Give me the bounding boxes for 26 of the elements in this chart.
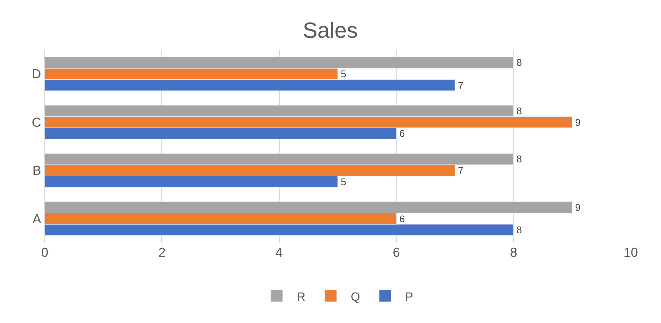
x-tick-label: 8 <box>510 245 518 260</box>
data-label: 6 <box>400 214 406 226</box>
x-tick-label: 4 <box>276 245 284 260</box>
data-label: 8 <box>516 58 522 70</box>
x-tick-label: 2 <box>158 245 166 260</box>
legend-label: R <box>297 290 306 304</box>
data-label: 9 <box>575 203 581 214</box>
chart-title: Sales <box>302 18 358 44</box>
x-tick-label: 10 <box>624 245 638 260</box>
data-label: 7 <box>458 80 464 92</box>
data-label: 5 <box>340 70 347 80</box>
y-tick-label: D <box>32 66 42 82</box>
data-label: 8 <box>516 154 522 166</box>
x-tick-label: 0 <box>41 245 49 260</box>
data-label: 6 <box>400 129 406 140</box>
y-tick-label: C <box>32 114 42 130</box>
data-label: 8 <box>516 106 522 118</box>
data-label: 9 <box>575 118 581 129</box>
legend-label: P <box>405 290 414 304</box>
data-label: 7 <box>458 166 464 177</box>
data-label: 5 <box>340 177 347 188</box>
y-tick-label: B <box>32 163 42 178</box>
legend-label: Q <box>351 290 360 304</box>
x-tick-label: 6 <box>392 245 400 260</box>
data-label: 8 <box>516 226 522 237</box>
y-tick-label: A <box>32 211 42 226</box>
